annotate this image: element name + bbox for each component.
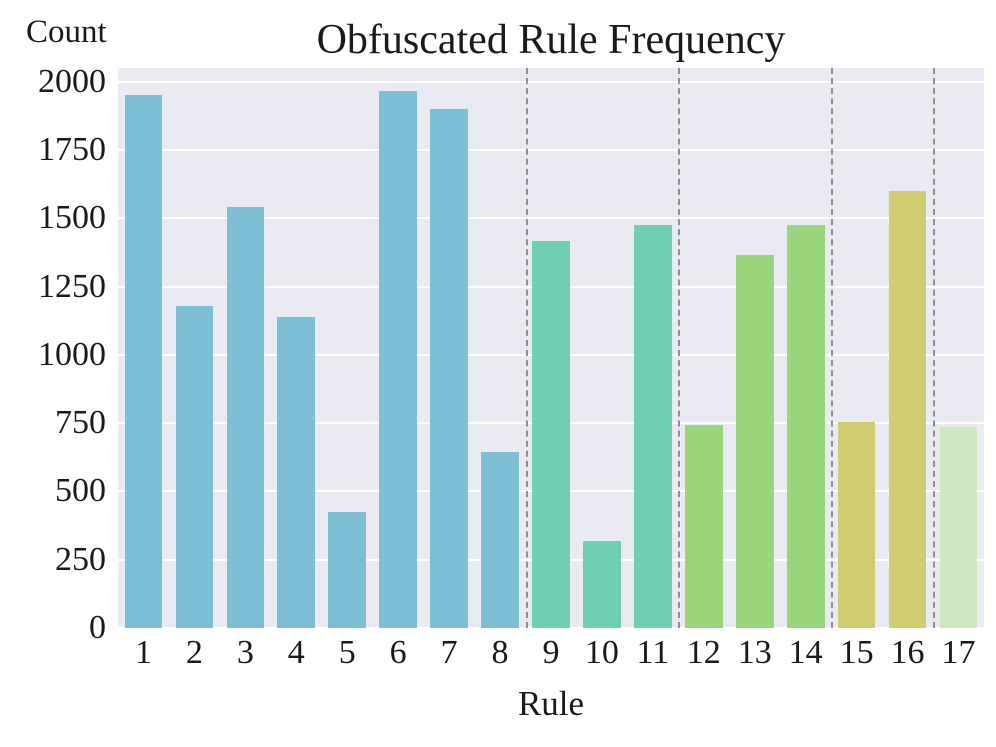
bar-slot — [627, 68, 678, 628]
x-tick-label: 12 — [686, 634, 721, 671]
bar-slot — [424, 68, 475, 628]
gridline — [118, 80, 984, 83]
y-tick-label: 750 — [55, 404, 106, 442]
chart-title: Obfuscated Rule Frequency — [316, 17, 786, 63]
bar-slot — [526, 68, 577, 628]
gridline — [118, 217, 984, 220]
plot-area — [118, 68, 984, 629]
bar-slot — [271, 68, 322, 628]
bar-rule-6 — [379, 91, 417, 628]
x-tick-label: 11 — [636, 634, 670, 671]
group-separator — [525, 68, 528, 628]
x-tick-label: 3 — [236, 634, 254, 671]
bar-slot — [882, 68, 933, 628]
y-tick-label: 1250 — [38, 267, 106, 305]
y-tick-label: 2000 — [38, 62, 106, 100]
gridline — [118, 148, 984, 151]
x-axis-label: Rule — [517, 684, 585, 723]
bar-rule-1 — [124, 95, 163, 628]
y-tick-label: 0 — [89, 609, 106, 646]
bar-rule-5 — [328, 511, 367, 628]
bar-rule-13 — [735, 255, 774, 628]
x-tick-label: 8 — [491, 634, 509, 671]
x-tick-label: 9 — [542, 634, 560, 671]
y-tick-label: 1000 — [38, 335, 106, 373]
y-tick-label: 1500 — [38, 199, 106, 237]
bar-slot — [780, 68, 831, 628]
y-tick-label: 250 — [55, 540, 106, 578]
bar-slot — [933, 68, 984, 628]
bar-rule-10 — [583, 540, 621, 628]
bar-rule-3 — [226, 207, 265, 628]
bar-slot — [678, 68, 729, 628]
gridline — [118, 627, 984, 629]
bar-rule-12 — [684, 424, 723, 628]
x-tick-label: 1 — [134, 634, 152, 671]
group-separator — [933, 68, 936, 628]
bar-rule-8 — [481, 451, 519, 628]
bar-slot — [220, 68, 271, 628]
x-tick-label: 6 — [389, 634, 407, 671]
bar-rule-2 — [175, 305, 214, 628]
y-axis-ticks: 0 250 500 750 1000 1250 1500 1750 2000 — [0, 63, 106, 645]
bar-rule-16 — [888, 190, 927, 628]
x-tick-label: 16 — [890, 634, 925, 671]
y-tick-label: 500 — [55, 472, 106, 510]
x-tick-label: 14 — [788, 634, 823, 671]
x-tick-label: 5 — [338, 634, 356, 671]
bar-rule-7 — [430, 108, 468, 628]
bar-rule-9 — [532, 241, 570, 628]
x-tick-label: 7 — [440, 634, 458, 671]
y-axis-label: Count — [26, 14, 107, 50]
bar-slot — [576, 68, 627, 628]
x-tick-label: 17 — [941, 634, 976, 671]
group-separator — [678, 68, 681, 628]
bar-rule-15 — [837, 421, 876, 628]
bar-rule-17 — [939, 427, 978, 628]
bar-rule-11 — [634, 225, 672, 628]
group-separator — [831, 68, 834, 628]
bar-slot — [831, 68, 882, 628]
bar-slot — [322, 68, 373, 628]
bar-slot — [118, 68, 169, 628]
x-axis-ticks: 1 2 3 4 5 6 7 8 9 10 11 12 13 14 15 16 17 — [118, 634, 984, 672]
bar-slot — [475, 68, 526, 628]
bars-container — [118, 68, 984, 628]
bar-rule-4 — [277, 316, 316, 628]
x-tick-label: 2 — [185, 634, 203, 671]
bar-slot — [169, 68, 220, 628]
x-tick-label: 10 — [584, 634, 619, 671]
x-tick-label: 15 — [839, 634, 874, 671]
bar-slot — [373, 68, 424, 628]
y-tick-label: 1750 — [38, 130, 106, 168]
x-tick-label: 13 — [737, 634, 772, 671]
x-tick-label: 4 — [287, 634, 305, 671]
bar-slot — [729, 68, 780, 628]
bar-rule-14 — [786, 225, 825, 628]
